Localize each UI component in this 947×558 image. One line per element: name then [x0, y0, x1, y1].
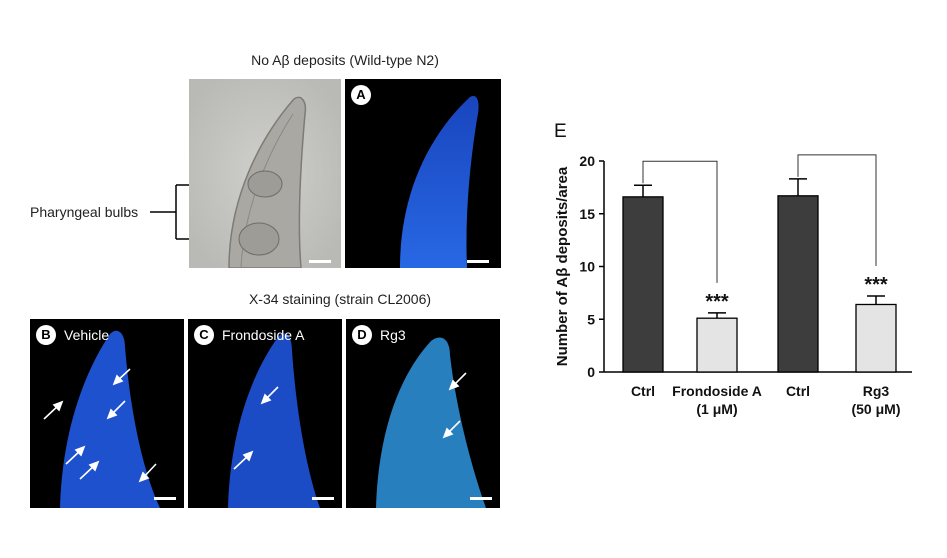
panel-b-badge: B [36, 325, 56, 345]
y-axis-label: Number of Aβ deposits/area [554, 166, 571, 366]
bar-2 [777, 195, 819, 373]
panel-b-scalebar [154, 497, 176, 500]
panel-c-badge: C [194, 325, 214, 345]
y-tick-label-0: 0 [587, 364, 595, 380]
x-tick-sublabel-3: (50 μM) [851, 401, 900, 417]
y-tick-label-2: 10 [579, 259, 595, 275]
comparison-bracket-1 [797, 154, 877, 267]
panel-a-badge: A [351, 85, 371, 105]
mid-heading: X-34 staining (strain CL2006) [248, 291, 432, 307]
panel-b-image: B Vehicle [30, 319, 184, 508]
panel-d-scalebar [470, 497, 492, 500]
panel-a-image: A [345, 79, 501, 268]
y-tick-label-1: 5 [587, 311, 595, 327]
top-heading: No Aβ deposits (Wild-type N2) [251, 52, 439, 68]
panel-d-badge: D [352, 325, 372, 345]
panel-a-scalebar [467, 260, 489, 263]
comparison-bracket-0 [642, 160, 718, 283]
bar-3 [855, 303, 897, 373]
y-tick-label-4: 20 [579, 153, 595, 169]
x-tick-sublabel-1: (1 μM) [696, 401, 737, 417]
bar-chart-e: E 0 5 10 15 20 Number of Aβ deposits/area Ctrl *… [540, 115, 920, 435]
x-tick-label-1: Frondoside A [672, 383, 762, 399]
panel-c-image: C Frondoside A [188, 319, 342, 508]
panel-b-label: Vehicle [64, 327, 110, 343]
bar-0 [622, 196, 664, 373]
y-tick-label-3: 15 [579, 206, 595, 222]
x-tick-label-0: Ctrl [631, 383, 655, 399]
panel-c-label: Frondoside A [222, 327, 305, 343]
chart-panel-letter: E [554, 121, 567, 142]
x-tick-label-2: Ctrl [786, 383, 810, 399]
panel-d-image: D Rg3 [346, 319, 500, 508]
panel-d-label: Rg3 [380, 327, 406, 343]
significance-1: *** [705, 291, 729, 313]
significance-3: *** [864, 274, 888, 296]
panel-c-scalebar [312, 497, 334, 500]
brightfield-image [189, 79, 341, 268]
bar-1 [696, 317, 738, 373]
pharyngeal-bulbs-label: Pharyngeal bulbs [30, 204, 139, 220]
x-tick-label-3: Rg3 [863, 383, 890, 399]
